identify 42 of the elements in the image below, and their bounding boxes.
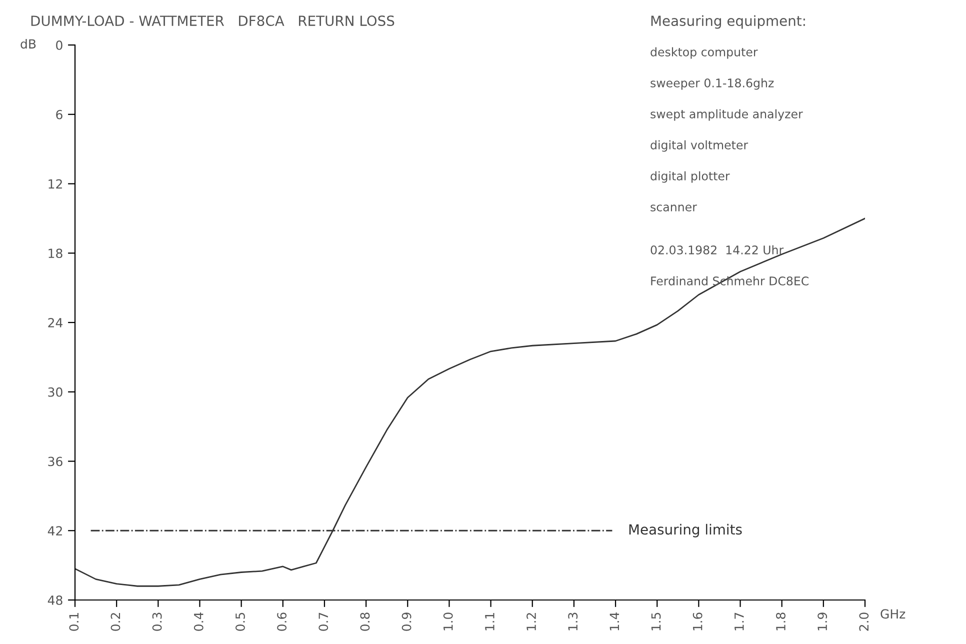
annotation: scanner [650, 204, 697, 212]
x-tick-label: 0.3 [152, 612, 162, 631]
x-tick-label: 0.6 [277, 612, 287, 631]
chart-title: DUMMY-LOAD - WATTMETER DF8CA RETURN LOSS [31, 16, 394, 26]
y-tick-label: 36 [48, 456, 62, 466]
x-tick-label: 0.7 [318, 612, 328, 631]
y-axis-title: dB [20, 38, 36, 49]
x-tick-label: 2.0 [859, 612, 869, 631]
y-tick-label: 12 [48, 179, 62, 188]
x-tick-label: 0.8 [360, 612, 370, 631]
x-tick-label: 1.4 [610, 612, 619, 630]
x-tick-label: 0.9 [402, 612, 412, 631]
x-tick-label: 1.1 [485, 612, 494, 630]
x-tick-label: 1.6 [692, 612, 702, 630]
x-tick-label: 1.5 [651, 612, 661, 630]
y-tick-label: 42 [48, 526, 62, 536]
x-tick-label: 1.7 [734, 612, 744, 630]
x-tick-label: 0.5 [235, 612, 245, 631]
y-tick-label: 30 [48, 387, 62, 397]
x-tick-label: 1.8 [776, 612, 786, 630]
annotation: digital voltmeter [650, 140, 748, 152]
y-tick-label: 0 [56, 40, 62, 50]
x-tick-label: 1.2 [526, 613, 536, 630]
x-axis-title: GHz [880, 609, 906, 619]
y-tick-label: 24 [48, 318, 62, 328]
annotation: sweeper 0.1-18.6ghz [650, 78, 774, 90]
annotation: digital plotter [650, 171, 730, 183]
annotation: 02.03.1982 14.22 Uhr [650, 245, 784, 254]
annotation: desktop computer [650, 47, 758, 59]
y-tick-label: 48 [48, 595, 62, 605]
annotation: swept amplitude analyzer [650, 109, 803, 121]
ref-line-label: Measuring limits [629, 524, 742, 538]
line-series [75, 218, 865, 587]
x-tick-label: 0.4 [194, 612, 204, 631]
x-tick-label: 1.0 [443, 612, 453, 630]
y-tick-label: 18 [48, 248, 62, 258]
x-tick-label: 1.3 [568, 612, 578, 630]
x-tick-label: 0.1 [69, 612, 79, 631]
x-tick-label: 0.2 [110, 613, 120, 631]
text: Measuring equipment: [651, 15, 805, 29]
x-tick-label: 1.9 [818, 612, 828, 630]
y-tick-label: 6 [56, 110, 62, 120]
